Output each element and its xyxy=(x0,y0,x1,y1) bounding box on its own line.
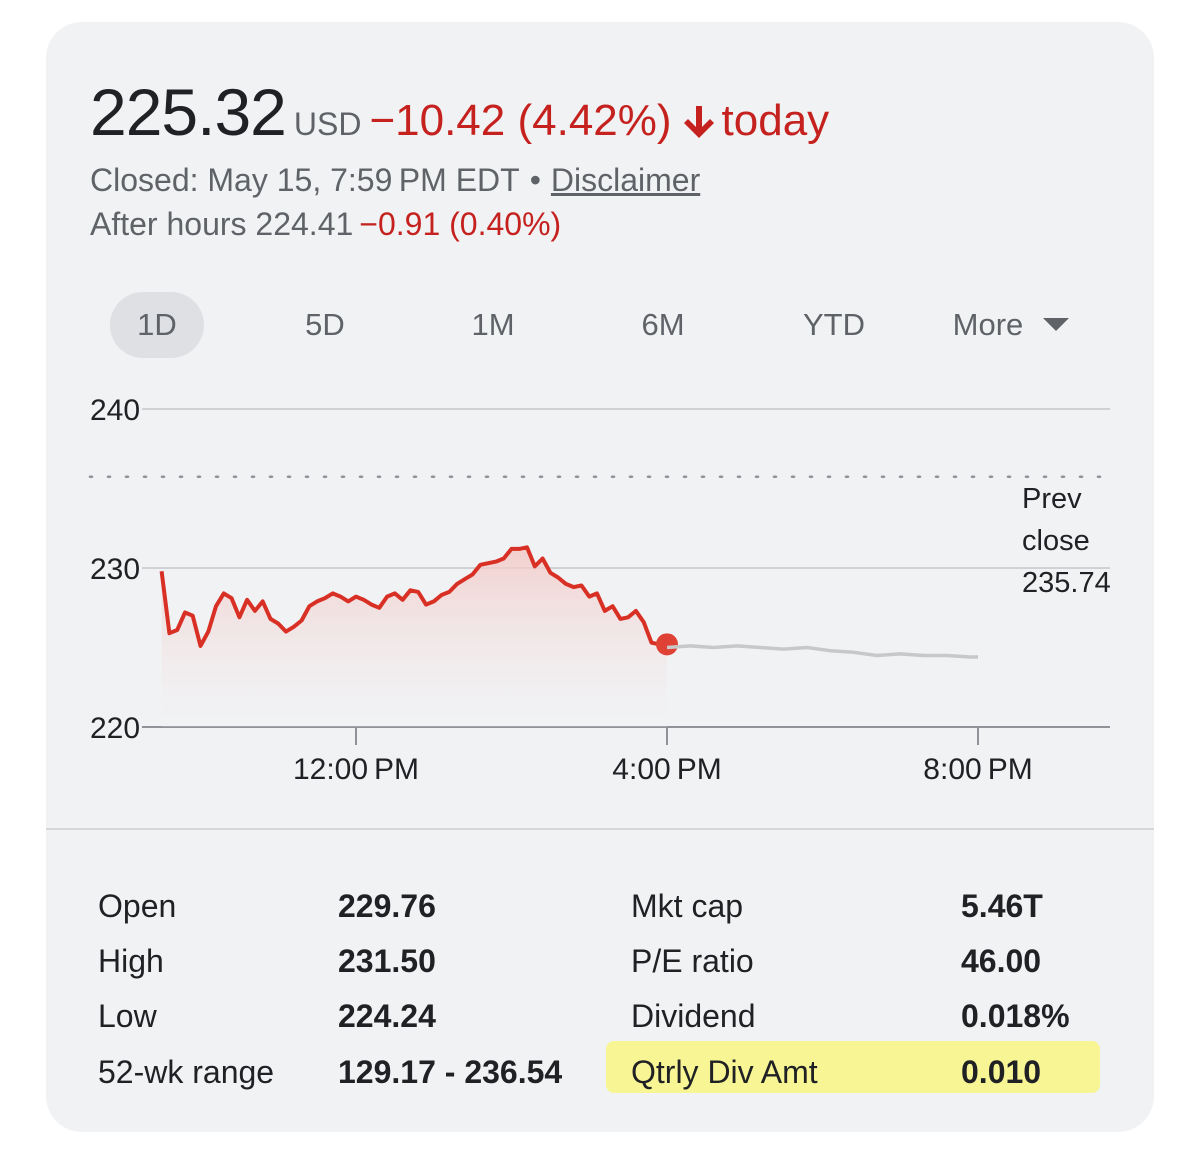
stat-value-pe-ratio: 46.00 xyxy=(961,943,1042,979)
after-hours-change: −0.91 (0.40%) xyxy=(359,206,562,242)
y-tick-label: 230 xyxy=(90,553,140,586)
arrow-down-icon xyxy=(682,104,716,145)
price-chart[interactable]: 240 230 220 Prev close 235.74 12:00 PM 4:00 PM 8… xyxy=(46,22,1154,812)
stat-label-high: High xyxy=(98,943,164,979)
tab-label: More xyxy=(952,307,1024,342)
x-tick-label: 4:00 PM xyxy=(612,753,721,786)
section-divider xyxy=(46,828,1154,830)
y-tick-label: 220 xyxy=(90,712,140,745)
tab-more[interactable]: More xyxy=(936,292,1086,358)
stat-value-open: 229.76 xyxy=(338,888,436,924)
tab-label: 1M xyxy=(471,307,515,342)
x-tick-label: 12:00 PM xyxy=(293,753,419,786)
stat-value-low: 224.24 xyxy=(338,998,436,1034)
stock-quote-card: 225.32 USD −10.42 (4.42%) today Closed: May… xyxy=(46,22,1154,1132)
range-tabs: 1D 5D 1M 6M YTD More xyxy=(110,292,1090,358)
caret-down-icon xyxy=(1043,318,1070,332)
separator-dot: • xyxy=(529,162,541,198)
after-hours-price: After hours 224.41 xyxy=(90,206,354,242)
current-price: 225.32 xyxy=(90,75,287,149)
stat-value-qtrly-div-amt: 0.010 xyxy=(961,1054,1042,1090)
tab-label: 5D xyxy=(305,307,345,342)
change-period: today xyxy=(721,96,830,145)
x-tick-label: 8:00 PM xyxy=(923,753,1032,786)
prev-close-label: close xyxy=(1022,525,1090,557)
stat-label-52wk-range: 52-wk range xyxy=(98,1054,275,1090)
highlight-marker xyxy=(606,1041,1100,1093)
current-price-dot xyxy=(656,633,678,656)
price-change: −10.42 (4.42%) xyxy=(369,96,672,145)
stat-label-dividend: Dividend xyxy=(631,998,756,1034)
prev-close-label: 235.74 xyxy=(1022,567,1111,599)
stat-value-dividend: 0.018% xyxy=(961,998,1070,1034)
tab-label: YTD xyxy=(803,307,865,342)
market-status: Closed: May 15, 7:59 PM EDT • Disclaimer xyxy=(90,162,700,199)
tab-5d[interactable]: 5D xyxy=(280,292,370,358)
y-tick-label: 240 xyxy=(90,394,140,427)
stat-value-52wk-range: 129.17 - 236.54 xyxy=(338,1054,563,1090)
after-hours: After hours 224.41 −0.91 (0.40%) xyxy=(90,206,561,243)
tab-6m[interactable]: 6M xyxy=(618,292,708,358)
stat-label-mkt-cap: Mkt cap xyxy=(631,888,744,924)
stat-value-high: 231.50 xyxy=(338,943,436,979)
price-row: 225.32 USD −10.42 (4.42%) today xyxy=(90,74,829,151)
price-line-after-hours xyxy=(666,644,978,659)
tab-1m[interactable]: 1M xyxy=(448,292,538,358)
currency-code: USD xyxy=(293,106,362,142)
stat-value-mkt-cap: 5.46T xyxy=(961,888,1043,924)
stat-label-qtrly-div-amt: Qtrly Div Amt xyxy=(631,1054,818,1090)
disclaimer-link[interactable]: Disclaimer xyxy=(550,162,701,198)
prev-close-label: Prev xyxy=(1022,483,1082,515)
stat-label-pe-ratio: P/E ratio xyxy=(631,943,754,979)
price-line-regular xyxy=(159,545,667,648)
tab-label: 6M xyxy=(641,307,685,342)
price-area-fill xyxy=(161,547,667,727)
closed-time: Closed: May 15, 7:59 PM EDT xyxy=(90,162,520,198)
stat-label-low: Low xyxy=(98,998,157,1034)
stat-label-open: Open xyxy=(98,888,177,924)
tab-ytd[interactable]: YTD xyxy=(784,292,884,358)
tab-1d[interactable]: 1D xyxy=(110,292,204,358)
tab-label: 1D xyxy=(137,307,177,342)
